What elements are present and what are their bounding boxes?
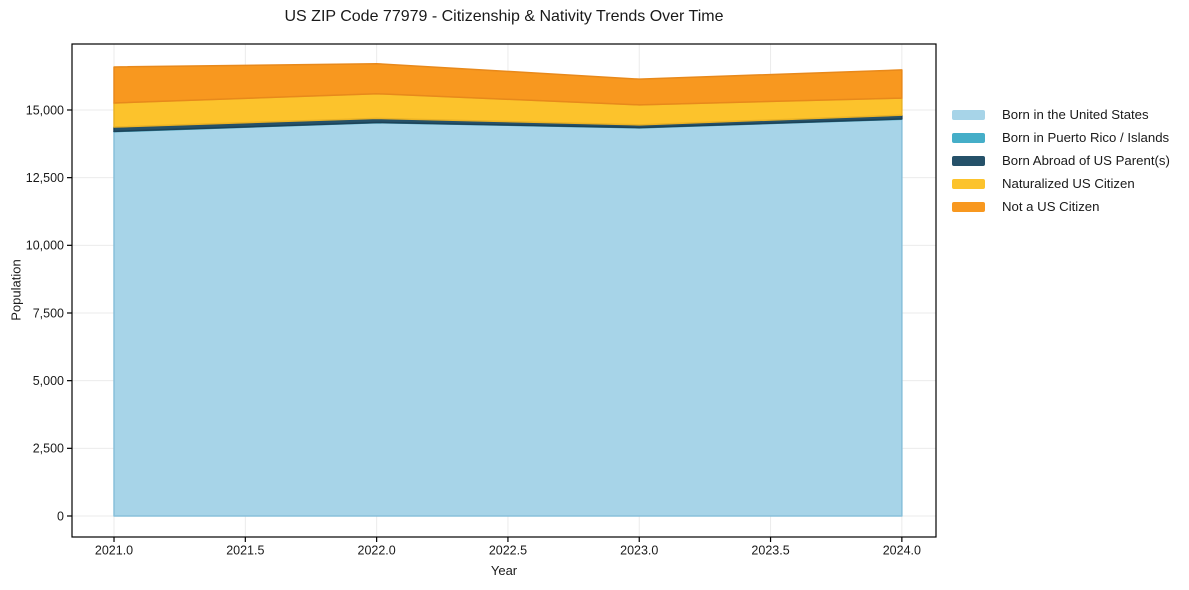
legend-label: Born in the United States [1002, 107, 1149, 122]
y-tick-label: 0 [57, 509, 64, 523]
legend-label: Born Abroad of US Parent(s) [1002, 153, 1170, 168]
legend-label: Born in Puerto Rico / Islands [1002, 130, 1170, 145]
y-tick-label: 12,500 [26, 171, 64, 185]
x-tick-label: 2024.0 [883, 544, 921, 558]
legend-label: Not a US Citizen [1002, 199, 1100, 214]
legend-swatch [952, 155, 985, 166]
legend-label: Naturalized US Citizen [1002, 176, 1135, 191]
x-tick-label: 2023.0 [620, 544, 658, 558]
legend-item: Born in the United States [952, 103, 1170, 126]
x-axis-label: Year [490, 563, 518, 578]
x-tick-label: 2021.0 [95, 544, 133, 558]
area-not-a-us-citizen [113, 62, 903, 106]
legend-item: Born Abroad of US Parent(s) [952, 149, 1170, 172]
y-tick-label: 7,500 [33, 306, 64, 320]
legend-item: Born in Puerto Rico / Islands [952, 126, 1170, 149]
y-tick-label: 5,000 [33, 374, 64, 388]
x-tick-label: 2023.5 [751, 544, 789, 558]
legend-swatch [952, 201, 985, 212]
legend-item: Naturalized US Citizen [952, 172, 1170, 195]
y-tick-label: 10,000 [26, 239, 64, 253]
legend: Born in the United States Born in Puerto … [952, 103, 1170, 218]
chart-title: US ZIP Code 77979 - Citizenship & Nativi… [284, 8, 724, 25]
y-tick-label: 2,500 [33, 442, 64, 456]
y-tick-label: 15,000 [26, 103, 64, 117]
legend-swatch [952, 132, 985, 143]
x-tick-label: 2021.5 [226, 544, 264, 558]
y-axis-label: Population [8, 259, 24, 321]
area-born-in-the-united-states [113, 118, 903, 517]
x-tick-label: 2022.0 [358, 544, 396, 558]
legend-swatch [952, 109, 985, 120]
plot-border [71, 43, 937, 538]
x-tick-label: 2022.5 [489, 544, 527, 558]
legend-swatch [952, 178, 985, 189]
legend-item: Not a US Citizen [952, 195, 1170, 218]
